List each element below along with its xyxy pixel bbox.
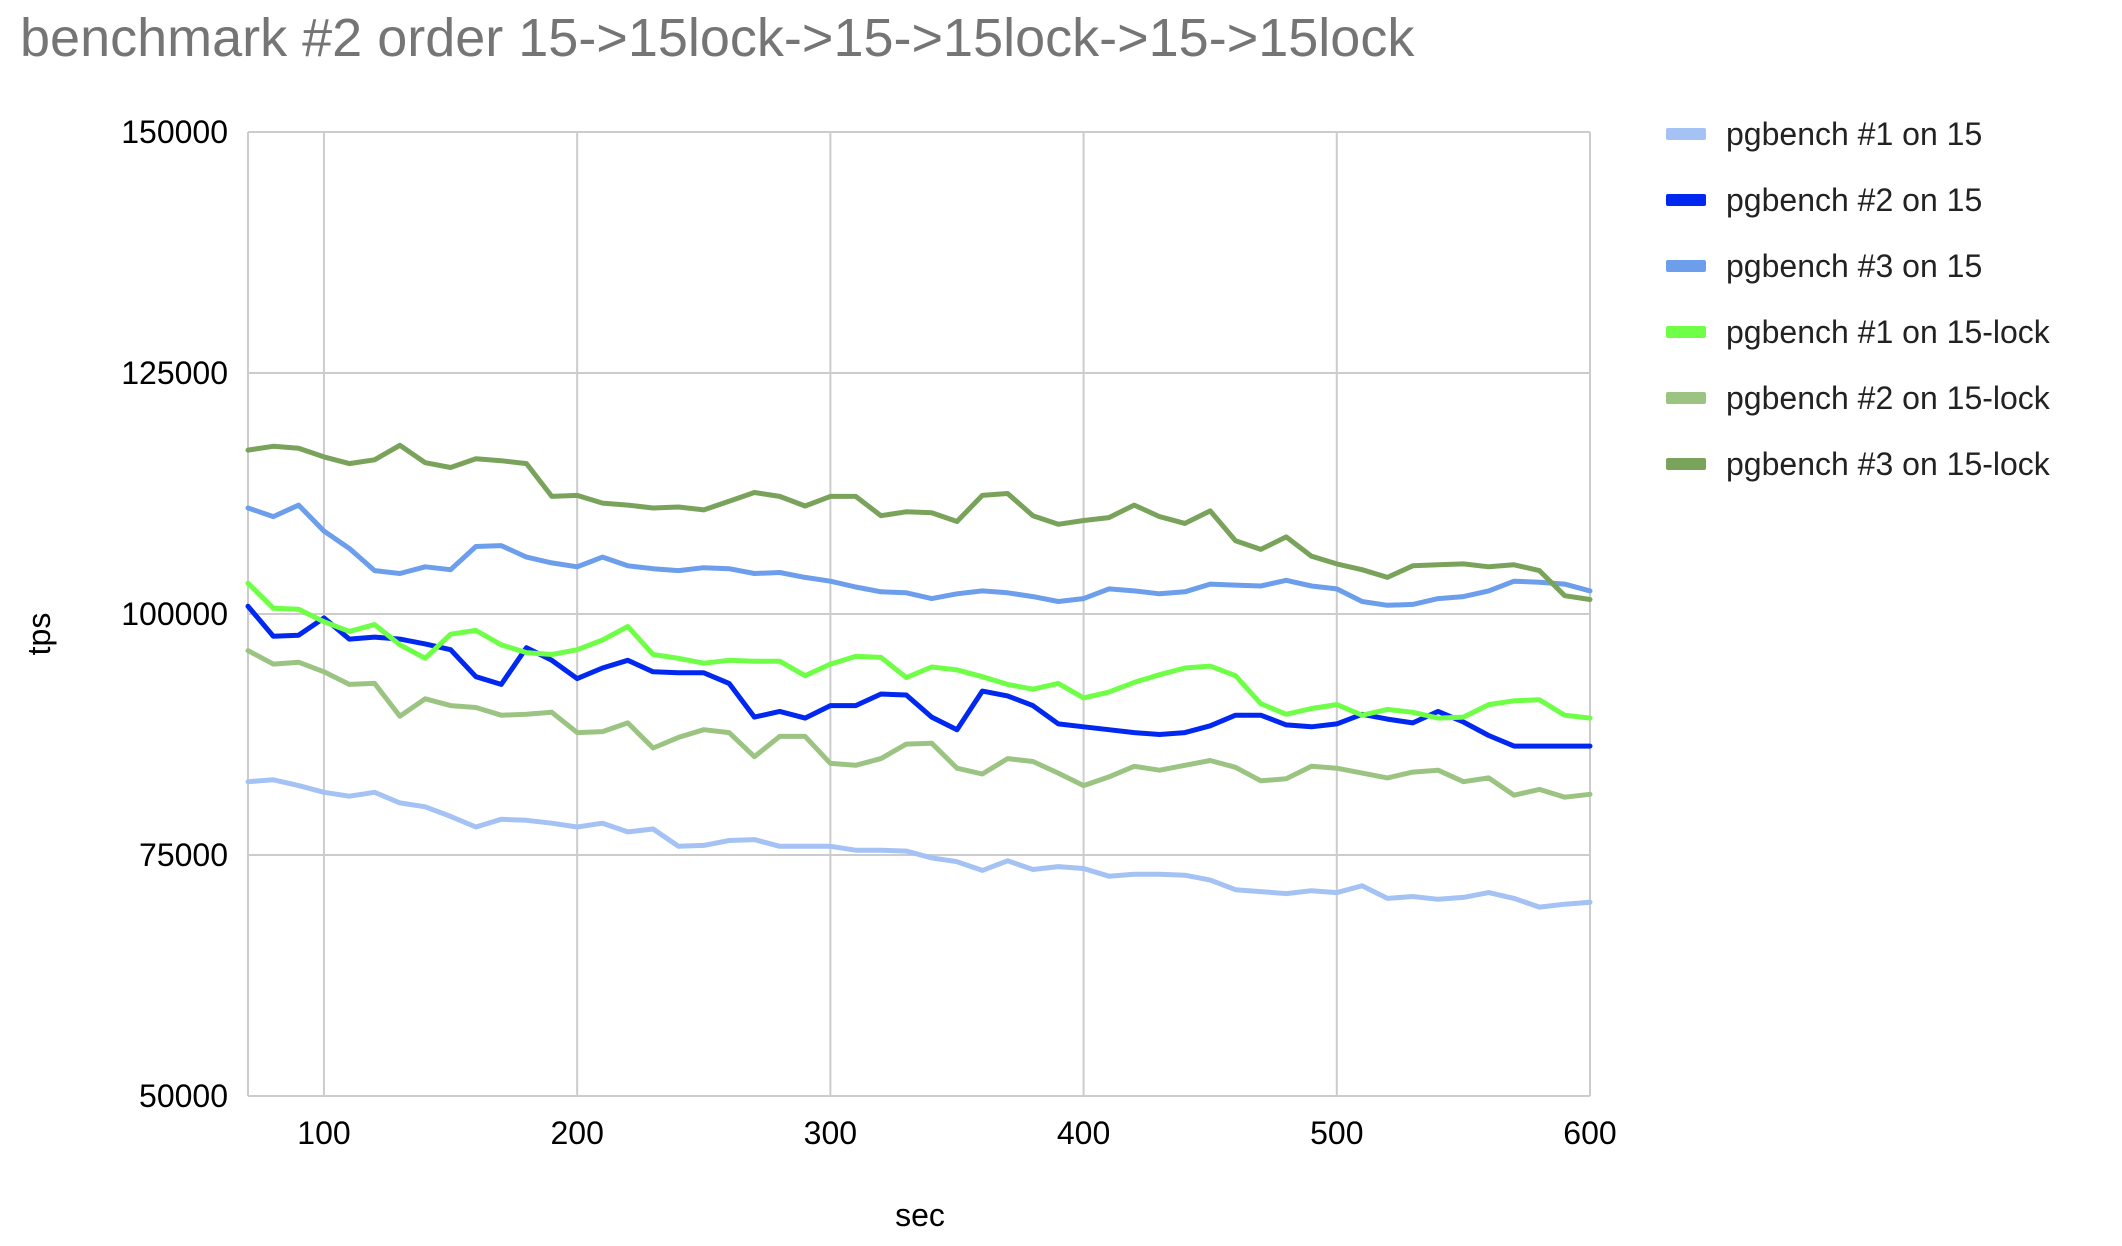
legend-item: pgbench #3 on 15-lock [1666, 446, 2051, 482]
chart-title: benchmark #2 order 15->15lock->15->15loc… [20, 8, 1415, 68]
legend-item: pgbench #3 on 15 [1666, 248, 1982, 284]
legend-item: pgbench #2 on 15 [1666, 182, 1982, 218]
y-tick-label: 125000 [121, 355, 228, 391]
legend-swatch [1666, 458, 1706, 470]
legend-swatch [1666, 326, 1706, 338]
legend-swatch [1666, 128, 1706, 140]
x-tick-label: 300 [804, 1115, 857, 1151]
y-tick-label: 150000 [121, 114, 228, 150]
series-lines [245, 442, 1593, 910]
x-tick-label: 500 [1310, 1115, 1363, 1151]
x-tick-label: 200 [550, 1115, 603, 1151]
legend-item: pgbench #1 on 15 [1666, 116, 1982, 152]
legend-label: pgbench #3 on 15 [1726, 248, 1982, 284]
y-tick-label: 75000 [139, 837, 228, 873]
series-line-6 [245, 442, 1593, 602]
x-tick-label: 600 [1563, 1115, 1616, 1151]
legend-item: pgbench #2 on 15-lock [1666, 380, 2051, 416]
legend-item: pgbench #1 on 15-lock [1666, 314, 2051, 350]
legend-label: pgbench #2 on 15-lock [1726, 380, 2051, 416]
x-tick-label: 400 [1057, 1115, 1110, 1151]
x-tick-label: 100 [297, 1115, 350, 1151]
legend-label: pgbench #1 on 15-lock [1726, 314, 2051, 350]
legend-label: pgbench #2 on 15 [1726, 182, 1982, 218]
legend-swatch [1666, 392, 1706, 404]
y-tick-labels: 50000 75000 100000 125000 150000 [121, 114, 228, 1114]
series-line-2 [245, 603, 1593, 749]
legend: pgbench #1 on 15 pgbench #2 on 15 pgbench … [1666, 116, 2051, 482]
legend-swatch [1666, 260, 1706, 272]
series-line-5 [245, 648, 1593, 800]
x-axis-label: sec [895, 1197, 945, 1233]
series-line-1 [245, 777, 1593, 910]
series-line-4 [245, 580, 1593, 721]
legend-swatch [1666, 194, 1706, 206]
legend-label: pgbench #1 on 15 [1726, 116, 1982, 152]
y-tick-label: 100000 [121, 596, 228, 632]
y-tick-label: 50000 [139, 1078, 228, 1114]
grid [247, 131, 1591, 1097]
legend-label: pgbench #3 on 15-lock [1726, 446, 2051, 482]
series-line-3 [245, 502, 1593, 608]
x-tick-labels: 100 200 300 400 500 600 [297, 1115, 1616, 1151]
y-axis-label: tps [21, 613, 57, 656]
